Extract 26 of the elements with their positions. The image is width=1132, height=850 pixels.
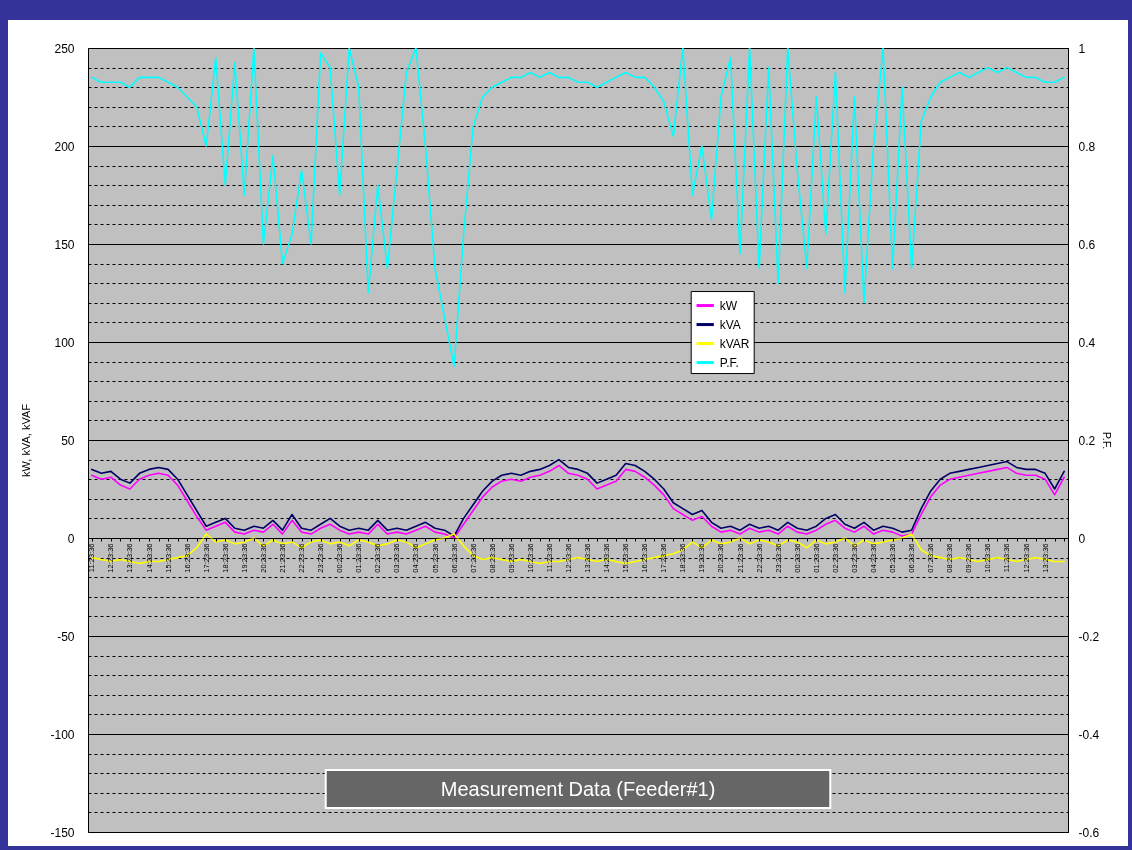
y2-tick-label: 0.6 [1078,237,1096,252]
legend-label: kVA [719,317,741,332]
y-tick-label: 50 [61,433,75,448]
legend-label: kVAR [719,336,750,351]
y-axis-title: kW, kVA, kVAF [20,403,33,477]
y2-tick-label: -0.2 [1078,629,1100,644]
legend-label: P.F. [719,355,739,370]
y-tick-label: -50 [57,629,75,644]
text: Measurement Data (Feeder#1) [440,778,716,800]
y2-axis-title: P.F. [1101,431,1114,450]
y2-tick-label: 0.2 [1078,433,1096,448]
y2-tick-label: -0.4 [1078,727,1100,742]
y2-tick-label: 1 [1078,41,1086,56]
y-tick-label: 200 [54,139,75,154]
y2-tick-label: -0.6 [1078,825,1100,840]
legend-label: kW [719,298,738,313]
line-series [91,48,1065,368]
y2-tick-label: 0.4 [1078,335,1096,350]
y-tick-label: 0 [67,531,75,546]
y2-tick-label: 0 [1078,531,1086,546]
y-tick-label: 100 [54,335,75,350]
y-tick-label: 250 [54,41,75,56]
y-tick-label: -150 [50,825,75,840]
y-tick-label: 150 [54,237,75,252]
y2-tick-label: 0.8 [1078,139,1096,154]
y-tick-label: -100 [50,727,75,742]
